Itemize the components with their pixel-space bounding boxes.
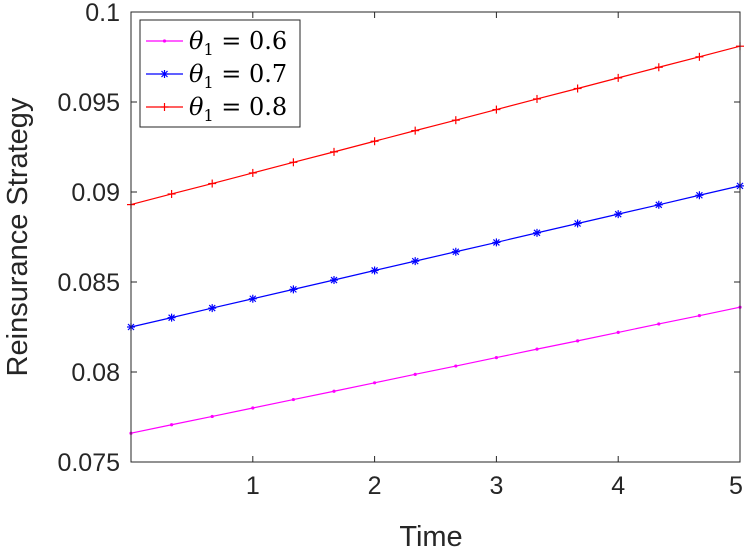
series-1-point [657,322,661,326]
series-3-point [492,105,501,114]
series-2-point [695,191,704,200]
legend: θ1 = 0.6θ1 = 0.7θ1 = 0.8 [139,19,301,128]
series-1-point [332,389,336,393]
series-1-point [251,406,255,410]
y-tick-label: 0.075 [57,449,120,477]
series-3-point [208,179,217,188]
series-1-point [616,330,620,334]
series-1-point [576,339,580,343]
y-axis-label: Reinsurance Strategy [2,97,34,376]
y-tick-label: 0.095 [57,89,120,117]
series-3-point [167,189,176,198]
series-2-point [411,257,420,266]
series-1-point [210,414,214,419]
series-2-point [248,294,257,303]
x-tick-label: 1 [246,472,260,500]
tick-layer: 1 2 3 4 5 0.075 0.08 0.085 0.09 0.095 0.1 [57,0,743,500]
series-2-point [289,285,298,294]
y-tick-label: 0.1 [85,0,120,27]
legend-label: θ1 = 0.6 [189,27,287,59]
series-3-point [451,116,460,125]
series-3-point [289,158,298,167]
legend-marker [160,103,169,111]
series-2-point [167,313,176,322]
series-1-point [454,364,458,368]
y-tick-label: 0.08 [71,359,120,387]
legend-marker [162,39,167,43]
legend-item: θ1 = 0.7 [146,60,287,92]
series-3-point [532,94,541,103]
x-tick-label: 2 [368,472,382,500]
series-2-point [208,304,217,313]
series-layer [127,42,744,435]
series-2-point [330,276,339,285]
series-1-point [291,397,295,402]
series-2-point [654,200,663,209]
series-3-point [370,137,379,146]
series-3-point [695,52,704,61]
x-tick-label: 3 [489,472,503,500]
x-tick-label: 5 [729,472,743,500]
x-tick-label: 4 [611,472,625,500]
series-3-point [330,147,339,156]
series-1 [129,305,742,435]
series-3-point [248,168,257,177]
series-3-line [130,45,741,206]
x-axis-label: Time [399,521,462,551]
series-2-point [451,247,460,256]
legend-label: θ1 = 0.8 [189,93,287,125]
series-2-point [370,266,379,275]
series-2-point [614,210,623,219]
series-2-point [532,228,541,237]
legend-marker [160,70,169,78]
series-2-point [573,219,582,228]
series-3-point [614,73,623,82]
series-1-point [373,381,377,385]
legend-item: θ1 = 0.8 [146,93,287,125]
series-1-point [169,423,174,427]
y-tick-label: 0.085 [57,269,120,297]
y-tick-label: 0.09 [71,179,120,207]
series-2 [127,181,744,331]
series-1-point [494,356,498,360]
series-1-line [130,306,741,434]
legend-label: θ1 = 0.7 [189,60,287,92]
series-2-point [492,238,501,247]
series-3-point [654,63,663,72]
plot-frame [130,11,741,463]
series-1-point [697,314,702,318]
series-3-point [573,84,582,93]
legend-item: θ1 = 0.6 [146,27,287,59]
series-1-point [535,347,539,351]
series-1-point [413,372,417,376]
series-2-line [130,185,741,328]
series-3-point [411,126,420,135]
